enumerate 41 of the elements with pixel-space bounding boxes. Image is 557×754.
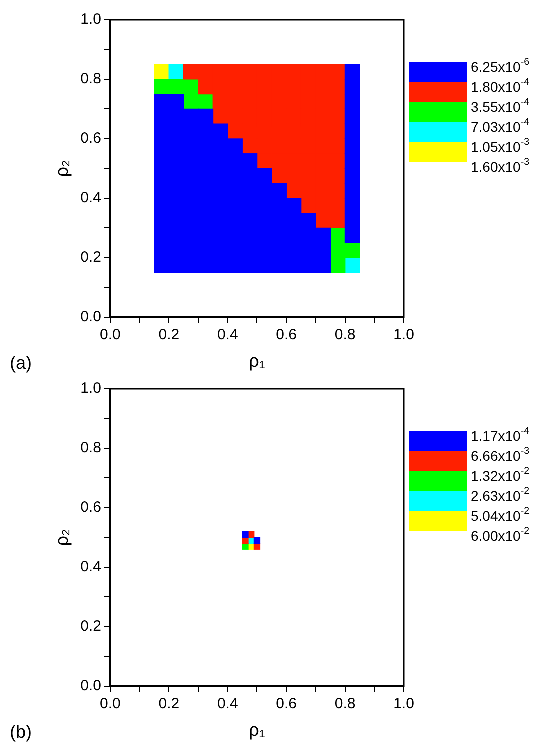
y-axis-title: ρ₂ [52,160,72,178]
point [254,537,261,544]
y-tick-label: 1.0 [80,11,102,28]
x-tick-label: 0.6 [276,696,298,713]
point [242,543,249,550]
y-tick-label: 0.6 [80,130,102,148]
y-tick-label: 0.6 [80,499,102,516]
y-tick-label: 0.4 [80,558,102,576]
y-tick-label: 0.2 [80,249,102,266]
x-tick-label: 0.2 [158,696,180,713]
x-tick-label: 0.2 [158,326,180,344]
point [344,242,360,258]
point [154,64,170,80]
y-tick-label: 0.0 [80,678,102,695]
x-tick-label: 0.0 [100,326,121,344]
x-tick-label: 0.0 [100,696,121,713]
point [330,258,346,274]
y-tick-label: 0.2 [80,618,102,636]
x-axis-title: ρ₁ [249,720,266,740]
point [168,79,184,95]
x-tick-label: 0.6 [276,326,298,344]
y-tick-label: 0.4 [80,190,102,207]
x-tick-label: 0.4 [217,326,238,344]
y-tick-label: 0.0 [80,308,102,326]
x-tick-label: 0.4 [217,696,238,713]
point [198,94,214,110]
text: (b) [10,722,32,742]
x-tick-label: 1.0 [394,326,414,344]
y-axis-title: ρ₂ [52,529,72,546]
y-tick-label: 0.8 [80,70,102,88]
point [344,258,360,274]
x-tick-label: 1.0 [394,696,414,713]
y-tick-label: 0.8 [80,440,102,457]
point [242,537,249,544]
point [154,79,170,95]
point [242,531,249,538]
x-axis-title: ρ₁ [249,351,266,372]
x-tick-label: 0.8 [334,696,356,713]
y-tick-label: 1.0 [80,380,102,398]
text: (a) [10,352,32,373]
x-tick-label: 0.8 [334,326,356,344]
